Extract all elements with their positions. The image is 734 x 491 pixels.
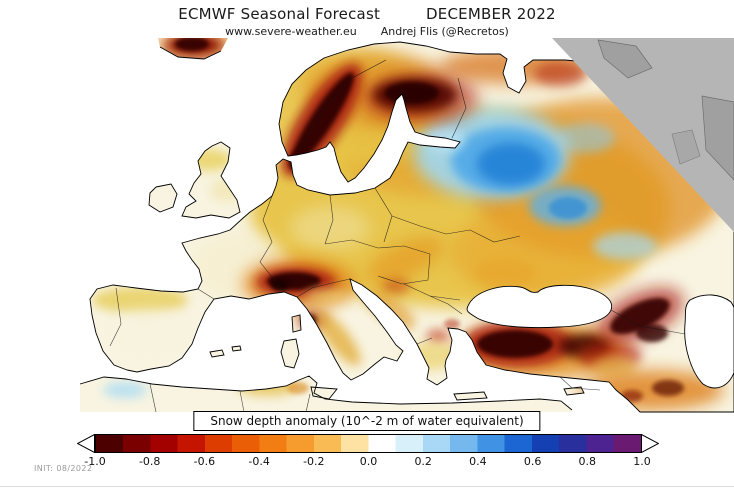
no-data-region bbox=[552, 38, 734, 232]
bottom-divider bbox=[0, 486, 734, 487]
colorbar-tick: -0.4 bbox=[248, 455, 270, 468]
colorbar-tick: -0.8 bbox=[138, 455, 161, 468]
europe-anomaly-map bbox=[0, 38, 734, 413]
map-svg bbox=[0, 38, 734, 413]
colorbar-right-arrow bbox=[641, 433, 660, 454]
title-product: ECMWF Seasonal Forecast bbox=[178, 5, 381, 23]
header: ECMWF Seasonal Forecast DECEMBER 2022 ww… bbox=[0, 0, 734, 38]
colorbar-tick: -0.2 bbox=[303, 455, 325, 468]
colorbar-tick: 0.2 bbox=[414, 455, 432, 468]
colorbar-tick: 0.0 bbox=[359, 455, 378, 468]
colorbar-title: Snow depth anomaly (10^-2 m of water equ… bbox=[193, 411, 541, 431]
credit-website: www.severe-weather.eu bbox=[225, 25, 357, 38]
colorbar-tick: -0.6 bbox=[193, 455, 216, 468]
colorbar-gradient bbox=[95, 434, 642, 453]
colorbar-ticks: -1.0 -0.8 -0.6 -0.4 -0.2 0.0 0.2 0.4 0.6 0.8 1.0 bbox=[84, 455, 650, 469]
colorbar-tick: 0.6 bbox=[523, 455, 542, 468]
credit-author: Andrej Flis (@Recretos) bbox=[380, 25, 509, 38]
colorbar-tick: 1.0 bbox=[633, 455, 651, 468]
coastline-layer bbox=[79, 41, 734, 413]
page-title: ECMWF Seasonal Forecast DECEMBER 2022 bbox=[0, 5, 734, 23]
colorbar-tick: 0.4 bbox=[469, 455, 487, 468]
colorbar-left-arrow bbox=[76, 433, 95, 454]
title-month: DECEMBER 2022 bbox=[426, 5, 556, 23]
colorbar-tick: -1.0 bbox=[84, 455, 106, 468]
init-label: INIT: 08/2022 bbox=[34, 464, 93, 473]
colorbar-tick: 0.8 bbox=[578, 455, 597, 468]
credit-line: www.severe-weather.eu Andrej Flis (@Recr… bbox=[0, 25, 734, 38]
country-borders-layer bbox=[109, 59, 686, 413]
